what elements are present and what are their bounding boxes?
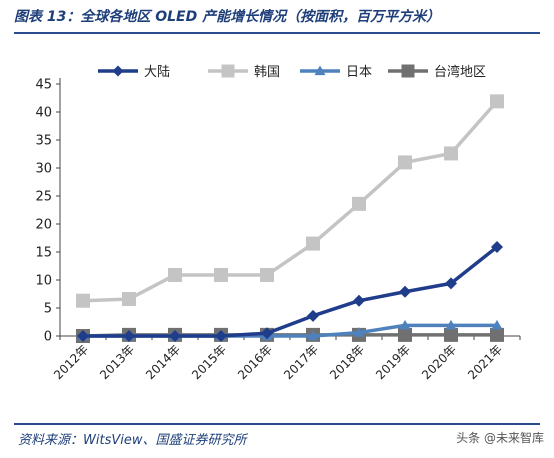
data-point [444,146,458,161]
footer-divider [14,423,540,425]
series-1 [76,94,504,308]
data-point [353,294,365,307]
data-point [214,267,228,282]
data-point [490,94,504,109]
data-point [169,330,181,342]
legend-swatch-marker [112,65,124,77]
data-point [491,240,503,253]
y-tick-label: 25 [35,190,52,205]
series-layer [76,94,504,343]
data-point [123,330,135,342]
y-tick-label: 35 [35,134,52,149]
data-point [398,327,412,342]
y-tick-label: 40 [35,106,52,121]
y-tick-label: 10 [35,274,52,289]
y-axis: 0 5 10 15 20 25 30 35 40 45 [35,78,61,345]
data-point [353,327,365,337]
data-point [76,293,90,308]
x-tick-label: 2014年 [143,342,183,382]
data-point [122,292,136,307]
series-line [82,100,499,303]
data-point [445,319,457,330]
data-point [399,319,411,330]
x-tick-label: 2016年 [235,342,275,382]
legend: 大陆 韩国 日本 台湾地区 [98,64,486,80]
data-point [490,327,504,342]
x-axis: 2012年 2013年 2014年 2015年 2016年 2017年 2018年 2019年… [51,335,521,382]
data-point [491,319,503,330]
data-point [215,330,227,342]
series-line [83,245,499,338]
y-tick-label: 20 [35,218,52,233]
y-tick-label: 15 [35,246,52,261]
x-tick-label: 2021年 [465,342,505,382]
data-point [398,155,412,170]
data-point [352,196,366,211]
legend-swatch-marker [221,64,235,78]
x-tick-label: 2019年 [373,342,413,382]
data-point [307,330,319,341]
x-tick-label: 2017年 [281,342,321,382]
legend-label: 日本 [346,65,372,80]
x-tick-label: 2012年 [51,342,91,382]
data-point [306,236,320,251]
legend-label: 韩国 [254,65,280,80]
figure-title: 图表 13：全球各地区 OLED 产能增长情况（按面积，百万平方米） [14,9,441,25]
y-tick-label: 0 [44,330,52,345]
data-point [260,267,274,282]
legend-label: 大陆 [144,64,170,80]
watermark: 头条 @未来智库 [456,431,544,445]
data-point [444,327,458,342]
title-divider [14,32,540,34]
y-tick-label: 5 [44,302,52,317]
series-0 [77,240,503,342]
x-tick-label: 2018年 [327,342,367,382]
data-point [168,267,182,282]
x-tick-label: 2013年 [97,342,137,382]
x-tick-label: 2015年 [189,342,229,382]
y-tick-label: 45 [35,78,52,93]
data-point [307,309,319,322]
data-point [399,285,411,298]
legend-swatch-marker [401,64,415,78]
data-point [445,277,457,290]
legend-swatch-marker [314,65,326,76]
data-point [77,330,89,342]
legend-label: 台湾地区 [434,64,486,80]
data-point [261,327,273,340]
source-note: 资料来源：WitsView、国盛证券研究所 [18,433,247,448]
y-tick-label: 30 [35,162,52,177]
x-tick-label: 2020年 [419,342,459,382]
